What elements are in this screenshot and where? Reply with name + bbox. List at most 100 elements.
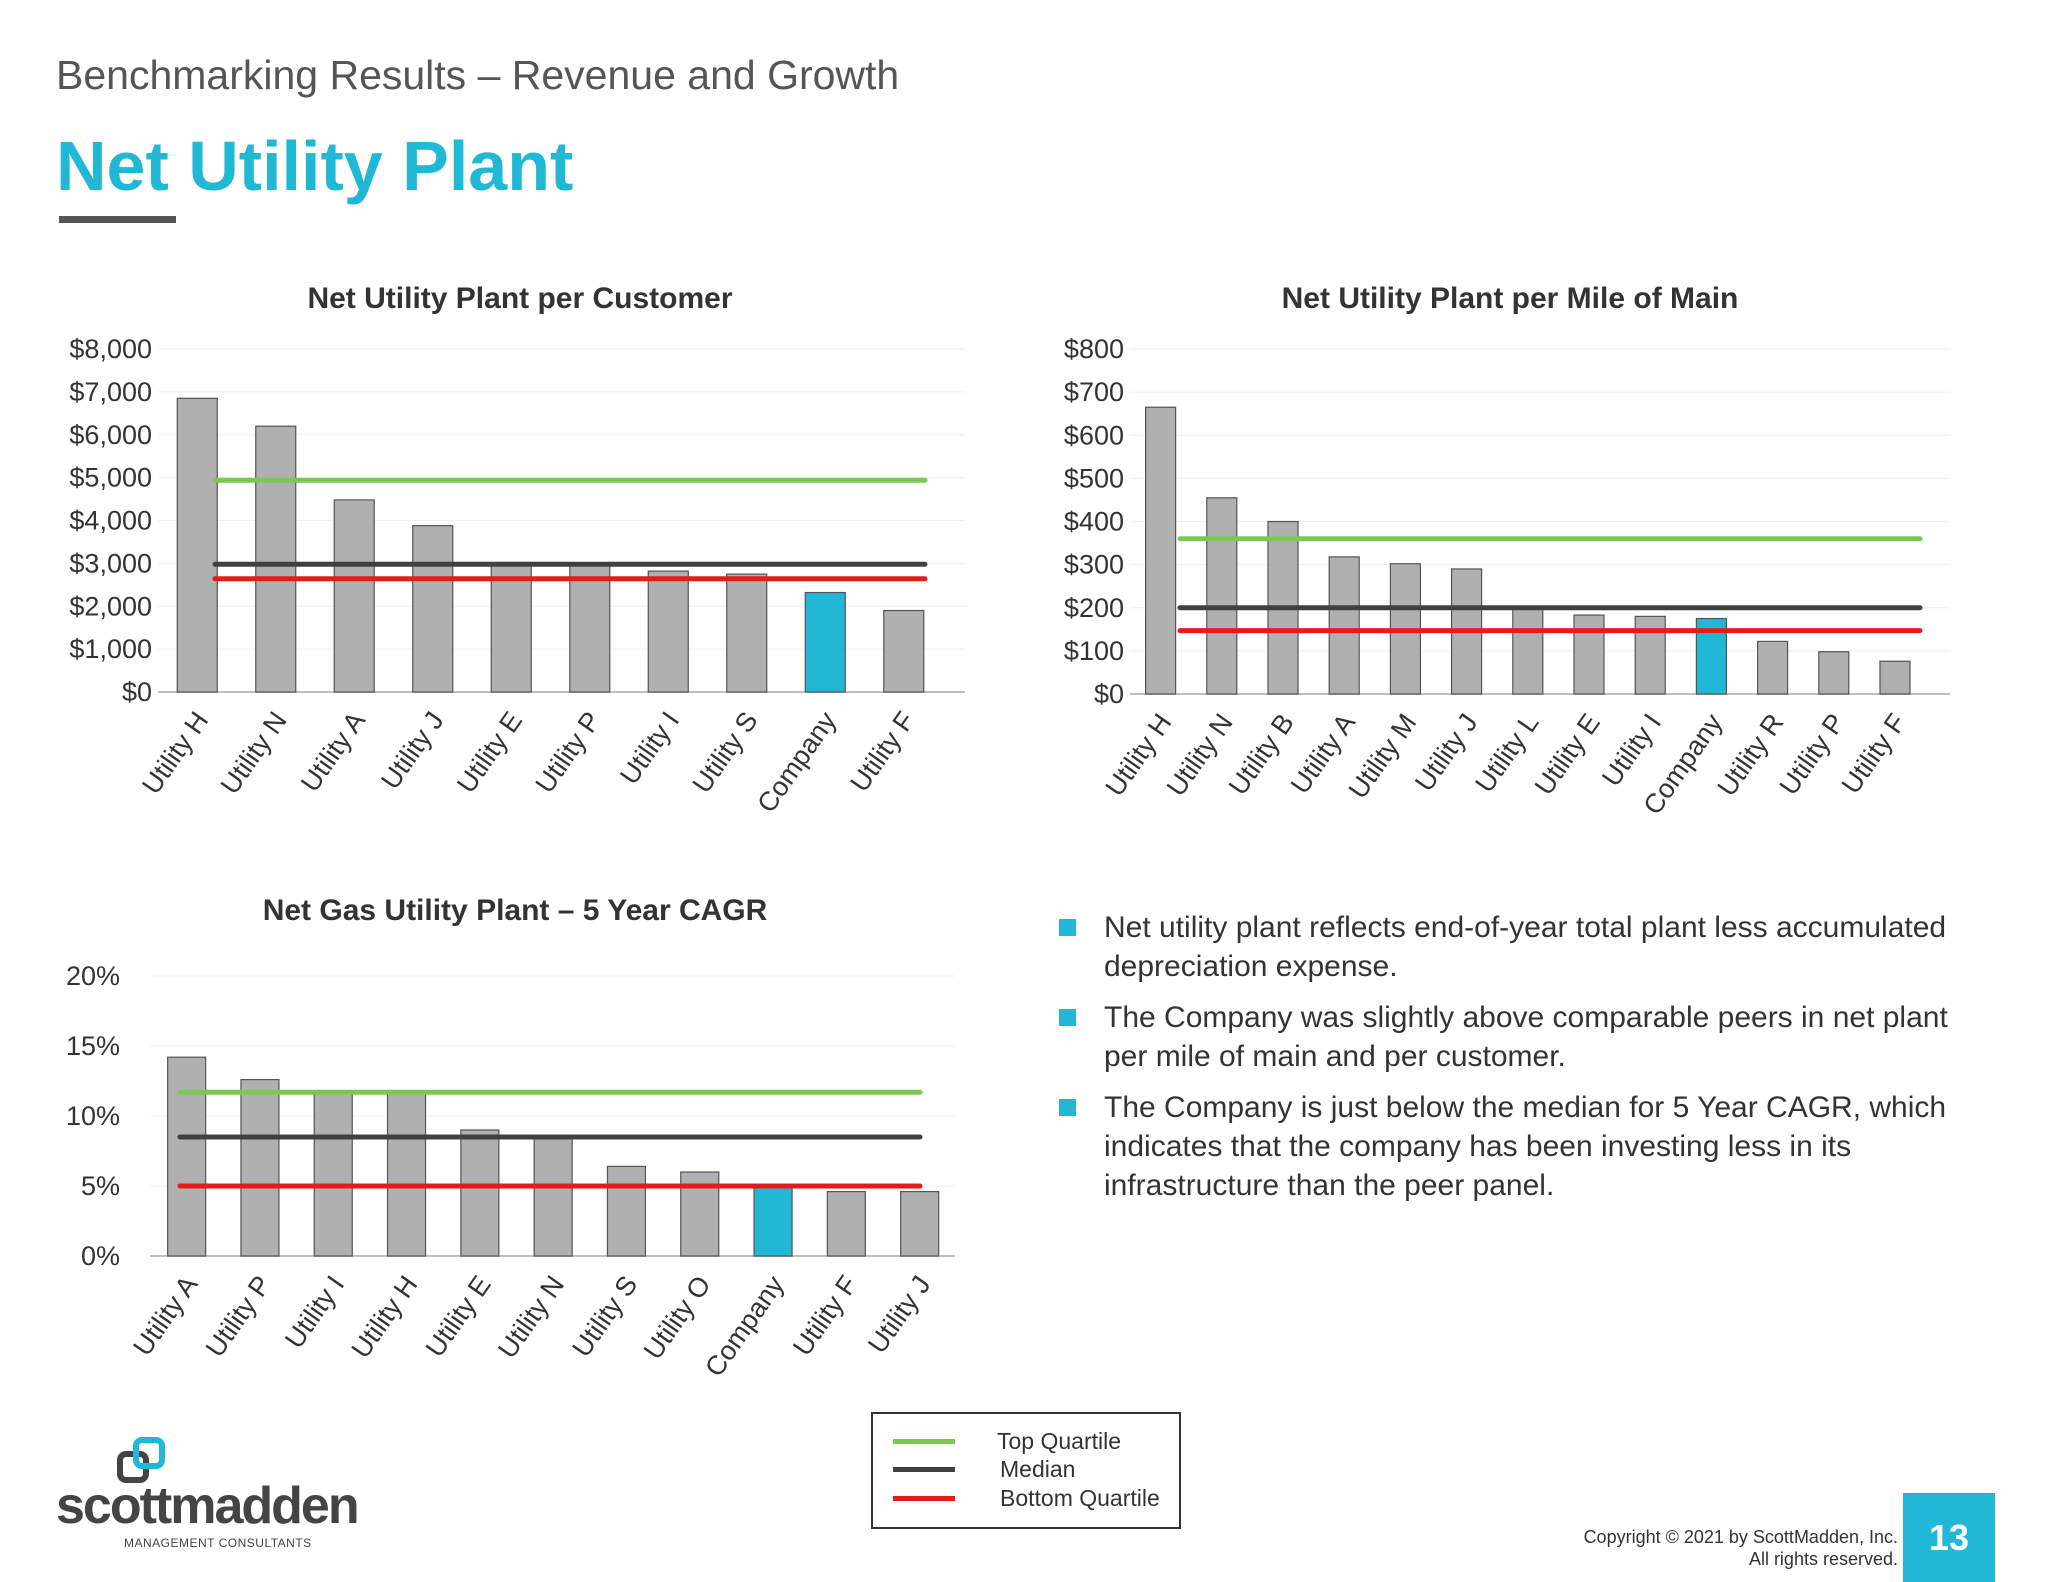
x-tick-label: Utility I <box>279 1270 350 1354</box>
bullet-square-icon <box>1059 1099 1076 1116</box>
copyright: Copyright © 2021 by ScottMadden, Inc. Al… <box>1584 1526 1898 1570</box>
x-tick-label: Utility E <box>1529 708 1606 800</box>
y-tick-label: $200 <box>1064 593 1124 623</box>
x-tick-label: Utility A <box>127 1270 203 1361</box>
legend-label: Bottom Quartile <box>1000 1485 1160 1511</box>
x-tick-label: Utility N <box>215 706 293 799</box>
x-tick-label: Utility S <box>687 706 764 798</box>
x-tick-label: Utility H <box>346 1270 424 1363</box>
x-tick-label: Utility E <box>451 706 528 798</box>
bullet-square-icon <box>1059 919 1076 936</box>
company-logo: scottmadden MANAGEMENT CONSULTANTS <box>56 1432 360 1552</box>
x-tick-label: Utility H <box>1100 708 1178 801</box>
bar <box>386 1091 427 1257</box>
bar <box>240 1078 280 1257</box>
y-tick-label: $100 <box>1064 636 1124 666</box>
x-tick-label: Company <box>751 706 842 818</box>
y-tick-label: $4,000 <box>69 506 152 536</box>
y-tick-label: $300 <box>1064 550 1124 580</box>
logo-wordmark: scottmadden <box>56 1477 360 1535</box>
x-tick-label: Utility A <box>295 706 371 797</box>
legend-line-top-quartile <box>893 1439 955 1444</box>
copyright-line: Copyright © 2021 by ScottMadden, Inc. <box>1583 1527 1898 1547</box>
bullet-item: The Company was slightly above comparabl… <box>1056 998 1996 1076</box>
x-tick-label: Utility J <box>1409 708 1483 796</box>
chart-title-per-customer: Net Utility Plant per Customer <box>307 282 733 315</box>
chart-title-cagr: Net Gas Utility Plant – 5 Year CAGR <box>262 894 768 927</box>
x-tick-label: Company <box>699 1270 790 1382</box>
chart-title-per-mile: Net Utility Plant per Mile of Main <box>1281 282 1739 315</box>
x-tick-label: Utility A <box>1285 708 1361 799</box>
y-tick-label: $0 <box>1094 679 1124 709</box>
x-tick-label: Utility L <box>1469 708 1544 798</box>
y-tick-label: $0 <box>122 677 152 707</box>
bar <box>1573 614 1605 695</box>
x-tick-label: Utility P <box>200 1270 277 1362</box>
x-tick-label: Utility I <box>614 706 685 790</box>
bar <box>606 1165 647 1257</box>
x-tick-label: Utility E <box>420 1270 497 1362</box>
bar <box>1512 607 1544 695</box>
legend-label: Median <box>1000 1456 1076 1482</box>
legend-line-median <box>893 1467 955 1472</box>
bar <box>883 609 925 693</box>
bar <box>1144 406 1177 695</box>
x-tick-label: Utility H <box>136 706 214 799</box>
bar <box>460 1129 500 1257</box>
y-tick-label: $3,000 <box>69 548 152 578</box>
y-tick-label: $600 <box>1064 420 1124 450</box>
bar <box>1634 615 1666 695</box>
bar <box>176 397 218 693</box>
y-tick-label: 20% <box>66 961 120 991</box>
bullet-text: The Company was slightly above comparabl… <box>1104 1001 1948 1073</box>
bar <box>1206 497 1238 695</box>
commentary-bullets: Net utility plant reflects end-of-year t… <box>1056 908 1996 1217</box>
page-number: 13 <box>1903 1493 1995 1582</box>
copyright-line: All rights reserved. <box>1748 1549 1898 1569</box>
y-tick-label: $1,000 <box>69 634 152 664</box>
bullet-text: The Company is just below the median for… <box>1104 1091 1947 1202</box>
x-tick-label: Utility B <box>1223 708 1300 800</box>
x-tick-label: Utility M <box>1343 708 1423 804</box>
legend-label: Top Quartile <box>997 1428 1122 1454</box>
bar <box>313 1090 353 1257</box>
y-tick-label: 10% <box>66 1101 120 1131</box>
x-tick-label: Utility R <box>1712 708 1790 801</box>
page-title: Net Utility Plant <box>56 127 574 205</box>
y-tick-label: $800 <box>1064 334 1124 364</box>
x-tick-label: Utility P <box>530 706 607 798</box>
x-tick-label: Utility N <box>492 1270 570 1363</box>
bar-company <box>753 1185 793 1257</box>
x-tick-label: Utility F <box>844 706 920 797</box>
legend-line-bottom-quartile <box>893 1496 955 1501</box>
logo-mark-icon <box>117 1437 165 1483</box>
bar <box>1389 563 1422 695</box>
y-tick-label: $7,000 <box>69 377 152 407</box>
x-tick-label: Utility F <box>1836 708 1912 799</box>
title-underline <box>59 216 176 223</box>
bar <box>1328 556 1360 695</box>
bullet-item: Net utility plant reflects end-of-year t… <box>1056 908 1996 986</box>
bar <box>333 499 375 693</box>
x-tick-label: Utility P <box>1774 708 1851 800</box>
x-tick-label: Utility S <box>566 1270 643 1362</box>
y-tick-label: $6,000 <box>69 420 152 450</box>
bar <box>167 1056 207 1257</box>
bullet-square-icon <box>1059 1009 1076 1026</box>
bar <box>1267 520 1299 695</box>
y-tick-label: 5% <box>81 1171 120 1201</box>
y-tick-label: $400 <box>1064 507 1124 537</box>
x-tick-label: Utility N <box>1161 708 1239 801</box>
y-tick-label: 0% <box>81 1241 120 1271</box>
x-tick-label: Utility I <box>1596 708 1667 792</box>
chart-legend: Top Quartile Median Bottom Quartile <box>871 1412 1181 1529</box>
x-tick-label: Utility O <box>638 1270 717 1365</box>
x-tick-label: Company <box>1637 708 1728 820</box>
bar <box>1756 640 1789 695</box>
bar <box>726 573 768 693</box>
x-tick-label: Utility J <box>862 1270 936 1358</box>
bar <box>1450 568 1483 695</box>
